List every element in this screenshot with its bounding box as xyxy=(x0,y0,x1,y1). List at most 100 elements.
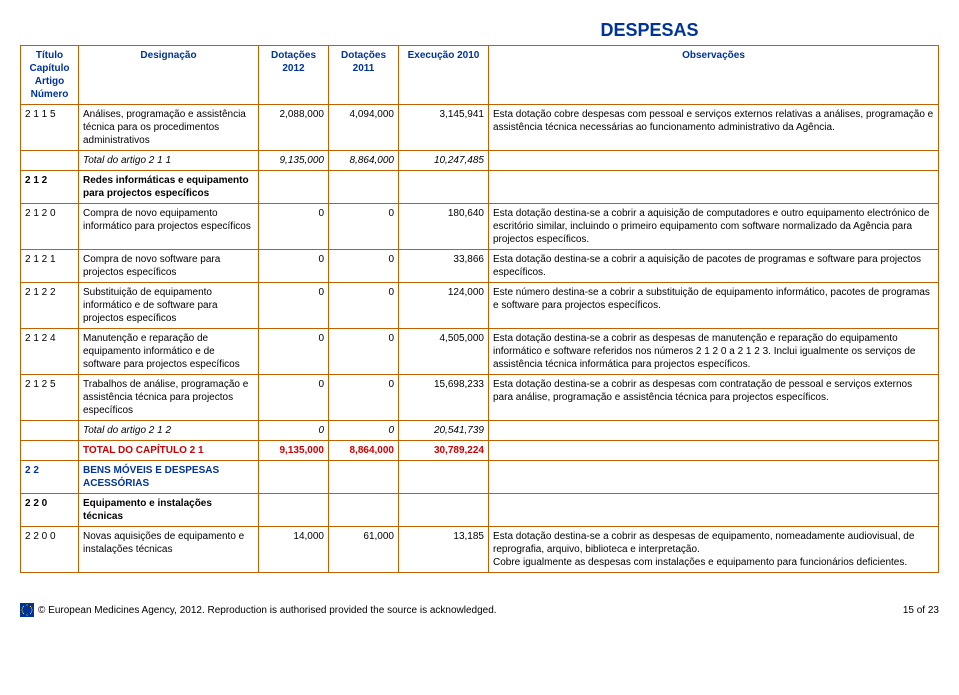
cell: Esta dotação cobre despesas com pessoal … xyxy=(489,105,939,151)
cell xyxy=(329,171,399,204)
cell: Redes informáticas e equipamento para pr… xyxy=(79,171,259,204)
cell xyxy=(399,171,489,204)
cell: 14,000 xyxy=(259,527,329,573)
cell xyxy=(259,461,329,494)
cell: Total do artigo 2 1 1 xyxy=(79,151,259,171)
cell: 9,135,000 xyxy=(259,441,329,461)
table-row: Total do artigo 2 1 19,135,0008,864,0001… xyxy=(21,151,939,171)
cell: 61,000 xyxy=(329,527,399,573)
table-row: 2 1 2 4Manutenção e reparação de equipam… xyxy=(21,329,939,375)
cell: 2 2 0 0 xyxy=(21,527,79,573)
table-row: 2 1 2 1Compra de novo software para proj… xyxy=(21,250,939,283)
cell: 0 xyxy=(259,375,329,421)
cell: Este número destina-se a cobrir a substi… xyxy=(489,283,939,329)
table-row: 2 2BENS MÓVEIS E DESPESAS ACESSÓRIAS xyxy=(21,461,939,494)
cell: Equipamento e instalações técnicas xyxy=(79,494,259,527)
cell xyxy=(489,171,939,204)
cell: 2 2 xyxy=(21,461,79,494)
cell xyxy=(489,421,939,441)
table-row: TOTAL DO CAPÍTULO 2 19,135,0008,864,0003… xyxy=(21,441,939,461)
cell: 0 xyxy=(259,204,329,250)
cell: 2 1 2 4 xyxy=(21,329,79,375)
table-row: 2 1 1 5Análises, programação e assistênc… xyxy=(21,105,939,151)
cell: 2 1 2 1 xyxy=(21,250,79,283)
header-code: Título Capítulo Artigo Número xyxy=(21,46,79,105)
page-number: 15 of 23 xyxy=(903,605,939,616)
cell xyxy=(489,494,939,527)
cell: 8,864,000 xyxy=(329,441,399,461)
cell: 2 1 2 2 xyxy=(21,283,79,329)
header-exec: Execução 2010 xyxy=(399,46,489,105)
cell xyxy=(329,461,399,494)
footer-text: © European Medicines Agency, 2012. Repro… xyxy=(38,605,497,616)
cell: 15,698,233 xyxy=(399,375,489,421)
cell: 2 1 2 0 xyxy=(21,204,79,250)
cell xyxy=(399,494,489,527)
cell: 2 1 1 5 xyxy=(21,105,79,151)
cell: 0 xyxy=(329,250,399,283)
cell: 0 xyxy=(329,375,399,421)
budget-table: Título Capítulo Artigo Número Designação… xyxy=(20,45,939,573)
cell: 13,185 xyxy=(399,527,489,573)
cell: 2 2 0 xyxy=(21,494,79,527)
cell: Substituição de equipamento informático … xyxy=(79,283,259,329)
footer: © European Medicines Agency, 2012. Repro… xyxy=(20,603,939,617)
cell: Compra de novo equipamento informático p… xyxy=(79,204,259,250)
header-d2011: Dotações 2011 xyxy=(329,46,399,105)
cell xyxy=(489,441,939,461)
cell: BENS MÓVEIS E DESPESAS ACESSÓRIAS xyxy=(79,461,259,494)
cell: 33,866 xyxy=(399,250,489,283)
table-row: 2 1 2 0Compra de novo equipamento inform… xyxy=(21,204,939,250)
table-row: 2 1 2Redes informáticas e equipamento pa… xyxy=(21,171,939,204)
cell: 4,505,000 xyxy=(399,329,489,375)
cell xyxy=(489,151,939,171)
cell: Trabalhos de análise, programação e assi… xyxy=(79,375,259,421)
header-desig: Designação xyxy=(79,46,259,105)
eu-flag-icon xyxy=(20,603,34,617)
cell: Total do artigo 2 1 2 xyxy=(79,421,259,441)
cell xyxy=(259,494,329,527)
cell xyxy=(21,151,79,171)
cell: Compra de novo software para projectos e… xyxy=(79,250,259,283)
cell: 0 xyxy=(329,204,399,250)
table-row: 2 2 0Equipamento e instalações técnicas xyxy=(21,494,939,527)
cell: Esta dotação destina-se a cobrir as desp… xyxy=(489,527,939,573)
cell: 0 xyxy=(329,329,399,375)
cell xyxy=(399,461,489,494)
cell: 0 xyxy=(259,283,329,329)
table-row: 2 2 0 0Novas aquisições de equipamento e… xyxy=(21,527,939,573)
cell: 0 xyxy=(259,329,329,375)
cell: 8,864,000 xyxy=(329,151,399,171)
cell: Esta dotação destina-se a cobrir a aquis… xyxy=(489,204,939,250)
table-row: 2 1 2 5Trabalhos de análise, programação… xyxy=(21,375,939,421)
cell: 9,135,000 xyxy=(259,151,329,171)
cell: 0 xyxy=(329,421,399,441)
cell: Análises, programação e assistência técn… xyxy=(79,105,259,151)
cell: 2 1 2 xyxy=(21,171,79,204)
cell: Novas aquisições de equipamento e instal… xyxy=(79,527,259,573)
cell: Esta dotação destina-se a cobrir as desp… xyxy=(489,329,939,375)
cell: 4,094,000 xyxy=(329,105,399,151)
page-title: DESPESAS xyxy=(360,20,939,41)
cell: 30,789,224 xyxy=(399,441,489,461)
table-row: 2 1 2 2Substituição de equipamento infor… xyxy=(21,283,939,329)
cell: 180,640 xyxy=(399,204,489,250)
cell: TOTAL DO CAPÍTULO 2 1 xyxy=(79,441,259,461)
cell: 0 xyxy=(259,250,329,283)
cell: 3,145,941 xyxy=(399,105,489,151)
cell xyxy=(21,441,79,461)
cell: 124,000 xyxy=(399,283,489,329)
cell: 0 xyxy=(259,421,329,441)
cell: Manutenção e reparação de equipamento in… xyxy=(79,329,259,375)
cell: 2 1 2 5 xyxy=(21,375,79,421)
cell: Esta dotação destina-se a cobrir as desp… xyxy=(489,375,939,421)
cell: 2,088,000 xyxy=(259,105,329,151)
cell: 0 xyxy=(329,283,399,329)
cell: 20,541,739 xyxy=(399,421,489,441)
header-d2012: Dotações 2012 xyxy=(259,46,329,105)
cell: 10,247,485 xyxy=(399,151,489,171)
header-obs: Observações xyxy=(489,46,939,105)
cell xyxy=(489,461,939,494)
cell xyxy=(329,494,399,527)
cell xyxy=(259,171,329,204)
